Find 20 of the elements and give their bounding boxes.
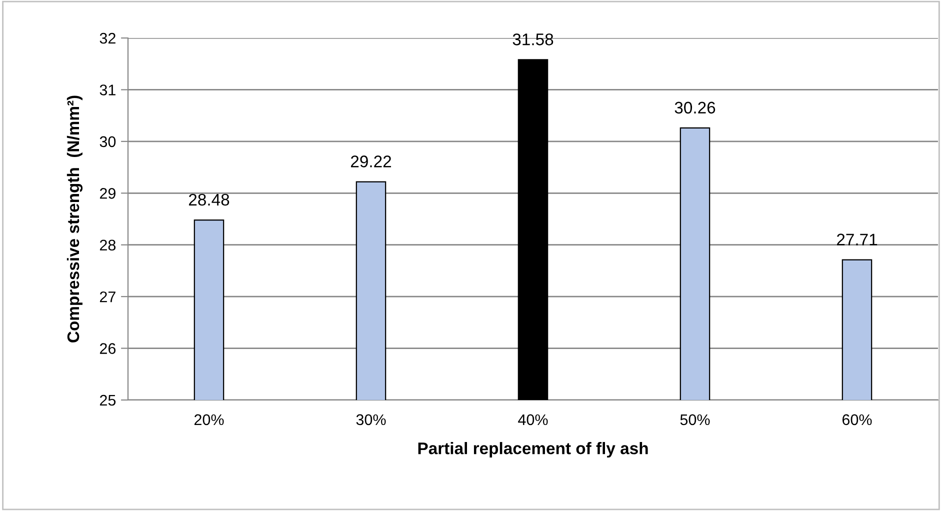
x-tick-label: 20% bbox=[194, 414, 224, 426]
data-label: 29.22 bbox=[350, 156, 392, 168]
x-axis-title: Partial replacement of fly ash bbox=[418, 442, 648, 458]
data-label: 27.71 bbox=[836, 234, 878, 246]
x-tick-label: 40% bbox=[518, 414, 548, 426]
x-tick-label: 30% bbox=[356, 414, 386, 426]
y-axis-title: Compressive strength (N/mm²) bbox=[66, 96, 83, 342]
data-label: 28.48 bbox=[188, 194, 230, 206]
y-tick-label: 30 bbox=[100, 136, 116, 148]
x-tick-label: 60% bbox=[842, 414, 872, 426]
data-label: 30.26 bbox=[674, 102, 716, 114]
y-tick-label: 25 bbox=[100, 394, 116, 406]
x-tick-label: 50% bbox=[680, 414, 710, 426]
y-tick-label: 31 bbox=[100, 84, 116, 96]
y-tick-label: 27 bbox=[100, 291, 116, 302]
data-label: 31.58 bbox=[512, 34, 554, 46]
y-tick-label: 28 bbox=[100, 240, 116, 251]
y-tick-label: 29 bbox=[100, 188, 116, 199]
y-tick-label: 32 bbox=[100, 32, 116, 44]
y-tick-label: 26 bbox=[100, 343, 116, 354]
